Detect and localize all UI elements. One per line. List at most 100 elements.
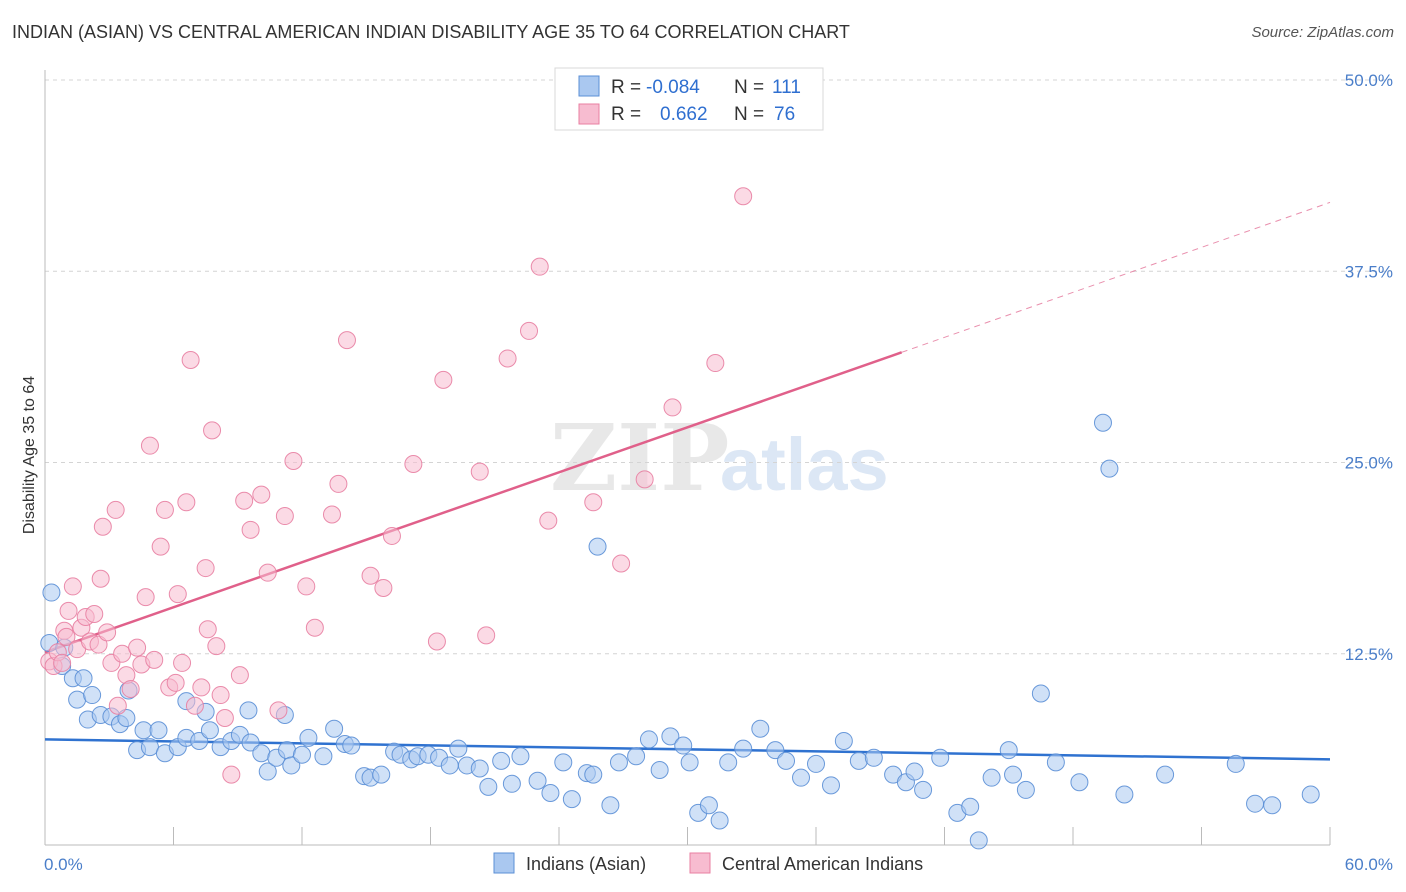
point-blue-57 [584,765,603,784]
point-blue-84 [931,748,950,767]
point-blue-91 [1031,684,1050,703]
legend-swatch-blue [578,75,600,97]
point-pink-55 [322,505,341,524]
point-pink-32 [168,585,187,604]
point-pink-34 [177,493,196,512]
point-pink-40 [203,421,222,440]
point-pink-3 [53,653,72,672]
point-pink-23 [128,638,147,657]
data-points [40,187,1320,850]
point-blue-72 [766,741,785,760]
y-tick-label-2: 37.5% [1345,262,1393,281]
point-blue-104 [74,669,93,688]
point-pink-49 [258,563,277,582]
point-blue-87 [969,831,988,850]
tick-labels: 12.5% 25.0% 37.5% 50.0% 0.0% 60.0% [44,71,1393,874]
point-blue-25 [258,762,277,781]
point-pink-59 [374,578,393,597]
point-blue-51 [511,747,530,766]
point-pink-29 [155,500,174,519]
point-blue-3 [68,690,87,709]
point-pink-33 [173,653,192,672]
point-blue-68 [710,811,729,830]
point-pink-14 [91,569,110,588]
point-pink-27 [145,650,164,669]
series-legend-label-pink: Central American Indians [722,854,923,874]
point-blue-78 [849,751,868,770]
source-label: Source: ZipAtlas.com [1251,24,1394,41]
point-pink-38 [196,559,215,578]
point-blue-89 [1004,765,1023,784]
legend-r-value-1: -0.084 [646,77,700,98]
point-pink-41 [207,637,226,656]
point-blue-76 [821,776,840,795]
x-tick-label-0: 0.0% [44,855,83,874]
y-tick-label-3: 50.0% [1345,71,1393,90]
point-blue-79 [864,748,883,767]
point-blue-37 [372,765,391,784]
y-axis-label: Disability Age 35 to 64 [21,376,38,534]
point-blue-93 [1070,773,1089,792]
point-pink-65 [477,626,496,645]
point-pink-51 [275,507,294,526]
point-blue-5 [83,686,102,705]
point-blue-82 [905,762,924,781]
point-blue-73 [777,751,796,770]
series-legend-label-blue: Indians (Asian) [526,854,646,874]
point-pink-20 [113,644,132,663]
point-pink-12 [85,604,104,623]
point-blue-98 [1226,754,1245,773]
point-blue-47 [470,759,489,778]
point-blue-71 [751,719,770,738]
point-blue-86 [961,797,980,816]
axes [44,70,1331,846]
point-blue-54 [554,753,573,772]
point-blue-110 [999,741,1018,760]
legend-r-label-2: R = [611,104,641,125]
legend-swatch-pink [578,103,600,125]
point-pink-58 [361,566,380,585]
point-blue-17 [190,731,209,750]
point-pink-36 [185,696,204,715]
point-pink-72 [635,470,654,489]
y-tick-label-0: 12.5% [1345,645,1393,664]
point-blue-9 [117,709,136,728]
point-pink-35 [181,350,200,369]
point-blue-107 [239,701,258,720]
point-pink-62 [427,632,446,651]
point-pink-39 [198,620,217,639]
point-blue-30 [299,728,318,747]
point-blue-48 [479,777,498,796]
point-blue-19 [200,721,219,740]
point-pink-61 [404,455,423,474]
legend-r-value-2: 0.662 [660,104,708,125]
stats-legend: R = -0.084 N = 111 R = 0.662 N = 76 [554,67,824,131]
point-pink-19 [108,696,127,715]
point-blue-88 [982,768,1001,787]
point-blue-62 [650,761,669,780]
grid-lines [45,79,1392,655]
point-blue-94 [1093,413,1112,432]
point-blue-23 [241,733,260,752]
point-pink-71 [612,554,631,573]
legend-r-label-1: R = [611,77,641,98]
point-pink-68 [530,257,549,276]
point-pink-56 [329,474,348,493]
point-pink-46 [235,491,254,510]
point-pink-28 [151,537,170,556]
point-blue-52 [528,771,547,790]
point-blue-53 [541,783,560,802]
point-blue-44 [440,756,459,775]
point-blue-101 [1301,785,1320,804]
point-blue-60 [627,747,646,766]
point-blue-83 [914,780,933,799]
point-blue-63 [661,727,680,746]
point-blue-32 [325,719,344,738]
point-pink-69 [539,511,558,530]
legend-n-label-1: N = [734,77,764,98]
point-pink-52 [284,451,303,470]
point-pink-70 [584,493,603,512]
point-blue-109 [588,537,607,556]
point-blue-50 [502,774,521,793]
